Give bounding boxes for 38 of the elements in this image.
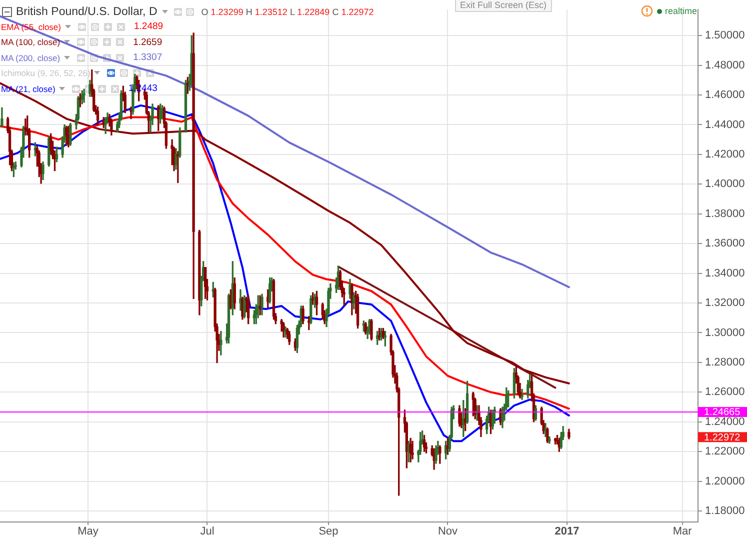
ref-line-label: 1.24665 (704, 407, 741, 418)
y-tick-label: 1.22000 (705, 446, 745, 458)
text: 1.22972 (704, 432, 741, 444)
y-tick-label: 1.42000 (705, 148, 745, 160)
y-tick-label: 1.18000 (705, 505, 745, 518)
chart-title: British Pound/U.S. Dollar, D (16, 6, 158, 18)
annotation: 1.2489 (134, 21, 164, 32)
candlestick (411, 440, 414, 460)
y-tick-label: 1.34000 (705, 267, 745, 280)
y-tick-label: 1.20000 (705, 475, 745, 488)
y-tick-label: 1.28000 (705, 356, 745, 368)
annotation: Ichimoku (9, 26, 52, 26) (1, 68, 90, 78)
annotation: 1.2659 (133, 36, 162, 48)
x-tick-label: Jul (200, 526, 214, 538)
chart-subtitle: O 1.23299 H 1.23512 L 1.22849 C 1.22972 (201, 7, 374, 17)
annotation: realtime (665, 6, 698, 16)
y-tick-label: 1.50000 (705, 30, 745, 42)
y-tick-label: 1.46000 (705, 89, 745, 102)
candlestick (220, 330, 222, 356)
y-tick-label: 1.40000 (705, 178, 745, 190)
y-tick-label: 1.26000 (705, 386, 745, 398)
x-tick-label: 2017 (554, 526, 580, 538)
x-tick-label: Nov (438, 526, 458, 538)
y-tick-label: 1.32000 (705, 297, 745, 310)
x-tick-label: Sep (318, 526, 338, 538)
y-tick-label: 1.44000 (705, 118, 745, 131)
y-tick-label: 1.48000 (705, 59, 745, 72)
annotation: 1.3307 (133, 52, 162, 64)
text: MA (100, close) (1, 37, 60, 48)
candlestick (520, 388, 524, 400)
annotation: Exit Full Screen (Esc) (455, 0, 552, 12)
x-tick-label: Mar (672, 526, 692, 538)
y-tick-label: 1.30000 (705, 326, 745, 339)
x-tick-label: May (78, 526, 99, 538)
y-tick-label: 1.38000 (705, 208, 745, 220)
series-label: MA (200, close) (1, 52, 60, 63)
y-tick-label: 1.36000 (705, 238, 745, 250)
y-tick-label: 1.24000 (705, 416, 745, 428)
